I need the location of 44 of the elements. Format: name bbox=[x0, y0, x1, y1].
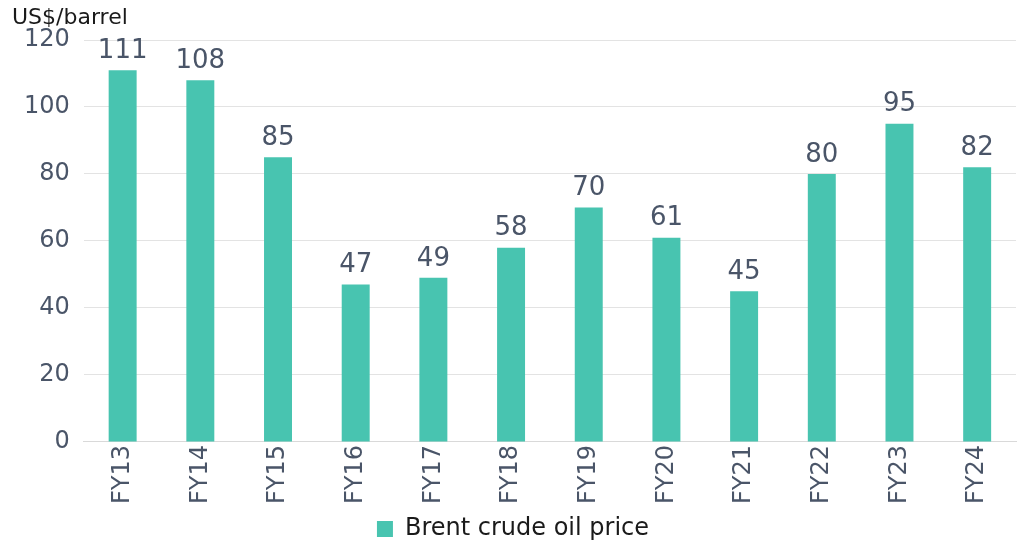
bar bbox=[108, 70, 137, 442]
x-tick-label: FY16 bbox=[339, 445, 368, 505]
data-label: 111 bbox=[97, 33, 148, 64]
x-tick-label: FY21 bbox=[728, 445, 757, 505]
y-tick-label: 80 bbox=[39, 158, 70, 187]
bar bbox=[963, 167, 992, 442]
x-tick-label: FY13 bbox=[106, 445, 135, 505]
y-tick-label: 60 bbox=[39, 225, 70, 254]
data-label: 58 bbox=[494, 211, 528, 242]
x-tick-label: FY15 bbox=[262, 445, 291, 505]
data-label: 47 bbox=[339, 248, 373, 279]
y-tick-label: 100 bbox=[24, 91, 70, 120]
bar bbox=[885, 123, 914, 442]
y-axis-title: US$/barrel bbox=[12, 4, 128, 29]
bar bbox=[497, 247, 526, 442]
data-label: 49 bbox=[416, 241, 450, 272]
x-tick-label: FY18 bbox=[495, 445, 524, 505]
data-label: 95 bbox=[882, 87, 917, 118]
data-label: 85 bbox=[261, 121, 295, 151]
data-label: 108 bbox=[175, 43, 226, 74]
bar bbox=[419, 277, 448, 442]
bar bbox=[186, 80, 215, 442]
bar bbox=[341, 284, 370, 442]
data-label: 80 bbox=[805, 137, 839, 168]
data-label: 70 bbox=[572, 171, 606, 202]
x-tick-label: FY24 bbox=[961, 445, 990, 505]
legend-label: Brent crude oil price bbox=[404, 513, 650, 542]
x-tick-label: FY20 bbox=[650, 445, 679, 505]
bar bbox=[574, 207, 603, 442]
x-tick-label: FY23 bbox=[883, 445, 912, 505]
x-tick-label: FY22 bbox=[806, 445, 835, 505]
bar bbox=[264, 157, 292, 442]
x-tick-label: FY14 bbox=[184, 445, 213, 505]
y-tick-label: 20 bbox=[39, 359, 70, 388]
data-label: 61 bbox=[649, 201, 683, 232]
y-tick-label: 0 bbox=[54, 426, 70, 455]
bar bbox=[807, 174, 836, 442]
data-label: 82 bbox=[960, 131, 994, 162]
x-tick-label: FY17 bbox=[417, 445, 446, 505]
bar bbox=[730, 291, 759, 442]
data-label: 45 bbox=[727, 255, 761, 285]
y-tick-label: 40 bbox=[39, 292, 70, 321]
x-tick-label: FY19 bbox=[572, 445, 601, 505]
bar bbox=[652, 237, 681, 442]
